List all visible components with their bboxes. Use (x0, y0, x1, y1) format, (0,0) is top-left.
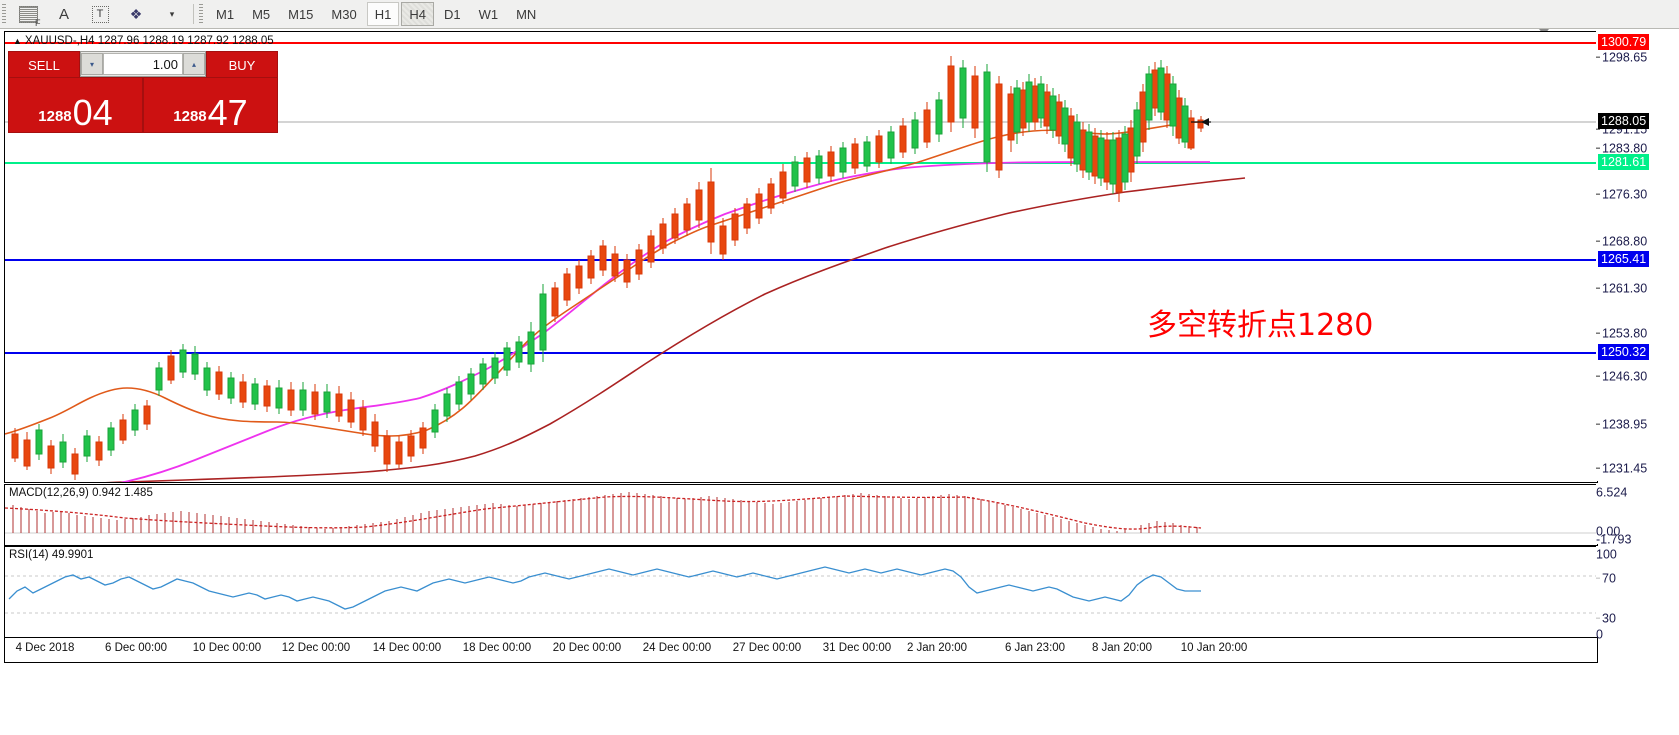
time-label: 10 Dec 00:00 (192, 642, 262, 654)
timeframe-m1[interactable]: M1 (216, 6, 235, 22)
candlestick-series (11, 56, 1204, 480)
rsi-chart-canvas[interactable] (5, 547, 1597, 637)
time-label: 4 Dec 2018 (15, 642, 75, 654)
text-label-icon[interactable]: A (58, 5, 69, 23)
toolbar-divider (193, 4, 194, 24)
price-tick: 1283.80 (1596, 141, 1647, 155)
timeframe-grip[interactable] (199, 4, 203, 24)
price-tick: 1268.80 (1596, 234, 1647, 248)
time-label: 20 Dec 00:00 (552, 642, 622, 654)
ma-mid-line (120, 161, 1210, 482)
rsi-tick: 0 (1596, 627, 1603, 642)
macd-scale[interactable]: 6.524 0.00 -1.793 (1596, 484, 1679, 547)
timeframe-h4[interactable]: H4 (401, 2, 434, 26)
price-label-1250: 1250.32 (1598, 344, 1650, 360)
price-tick: 1253.80 (1596, 326, 1647, 340)
objects-icon[interactable]: ❖ (129, 5, 143, 22)
price-scale-ticks: 1298.65 1291.15 1283.80 1276.30 1268.80 … (1596, 31, 1679, 481)
time-label: 8 Jan 20:00 (1091, 642, 1153, 654)
timeframe-m30[interactable]: M30 (331, 6, 357, 22)
timeframe-m15[interactable]: M15 (288, 6, 314, 22)
price-label-current: 1288.05 (1598, 113, 1650, 129)
time-label: 24 Dec 00:00 (642, 642, 712, 654)
time-label: 14 Dec 00:00 (372, 642, 442, 654)
macd-scale-ticks: 6.524 0.00 -1.793 (1596, 484, 1679, 547)
time-label: 2 Jan 20:00 (906, 642, 968, 654)
text-object-glyph: T (91, 5, 109, 23)
price-tick: 1231.45 (1596, 461, 1647, 475)
buy-price-prefix: 1288 (173, 108, 207, 125)
trade-panel-prices: 1288 04 1288 47 (8, 77, 278, 133)
chart-area: ▲ XAUUSD-,H4 1287.96 1288.19 1287.92 1288… (0, 29, 1679, 735)
timeframe-m5[interactable]: M5 (252, 6, 271, 22)
rsi-tick: 70 (1596, 571, 1616, 585)
volume-increase-button[interactable]: ▴ (183, 53, 205, 75)
symbol-header: ▲ XAUUSD-,H4 1287.96 1288.19 1287.92 1288… (13, 35, 274, 47)
price-tick: 1238.95 (1596, 417, 1647, 431)
symbol-collapse-icon[interactable]: ▲ (13, 36, 22, 46)
price-scale[interactable]: 1298.65 1291.15 1283.80 1276.30 1268.80 … (1596, 31, 1679, 481)
timeframe-w1[interactable]: W1 (478, 6, 499, 22)
rsi-tick: 30 (1596, 611, 1616, 625)
chart-annotation: 多空转折点1280 (1147, 308, 1374, 343)
time-label: 18 Dec 00:00 (462, 642, 532, 654)
time-label: 10 Jan 20:00 (1180, 642, 1248, 654)
macd-tick: 6.524 (1596, 485, 1628, 500)
price-tick: 1276.30 (1596, 187, 1647, 201)
volume-stepper[interactable]: ▾ 1.00 ▴ (80, 51, 206, 77)
timeframe-mn[interactable]: MN (516, 6, 537, 22)
rsi-scale[interactable]: 100 70 30 0 (1596, 546, 1679, 641)
price-tick: 1246.30 (1596, 369, 1647, 383)
macd-histogram (12, 492, 1198, 533)
time-axis-inner: 4 Dec 2018 6 Dec 00:00 10 Dec 00:00 12 D… (5, 638, 1597, 662)
text-object-icon[interactable]: T (83, 1, 117, 27)
rsi-pane[interactable]: RSI(14) 49.9901 (4, 546, 1598, 638)
volume-decrease-button[interactable]: ▾ (81, 53, 103, 75)
time-label: 27 Dec 00:00 (732, 642, 802, 654)
price-label-1281: 1281.61 (1598, 154, 1650, 170)
rsi-scale-ticks: 100 70 30 0 (1596, 546, 1679, 641)
sell-price-box[interactable]: 1288 04 (8, 77, 143, 133)
sell-price-pips: 04 (72, 92, 113, 133)
crosshair-template-icon[interactable]: F (11, 1, 45, 28)
macd-pane[interactable]: MACD(12,26,9) 0.942 1.485 (4, 484, 1598, 546)
timeframe-h1[interactable]: H1 (366, 2, 400, 26)
price-chart-canvas[interactable] (5, 32, 1597, 482)
time-label: 12 Dec 00:00 (281, 642, 351, 654)
objects-dropdown-icon[interactable]: ▾ (169, 8, 175, 19)
macd-tick: 0.00 (1596, 524, 1621, 539)
buy-price-box[interactable]: 1288 47 (143, 77, 278, 133)
ma-slow-line (103, 177, 1246, 482)
time-label: 31 Dec 00:00 (822, 642, 892, 654)
price-tick: 1261.30 (1596, 281, 1647, 295)
price-label-1300: 1300.79 (1598, 34, 1650, 50)
one-click-trading-panel[interactable]: SELL ▾ 1.00 ▴ BUY 1288 04 1288 (8, 51, 278, 133)
price-label-1265: 1265.41 (1598, 251, 1650, 267)
volume-input[interactable]: 1.00 (103, 53, 183, 75)
macd-tick: -1.793 (1596, 532, 1632, 547)
macd-signal-line (5, 495, 1202, 530)
rsi-line (8, 566, 1201, 610)
toolbar-grip[interactable] (2, 4, 6, 24)
sell-button[interactable]: SELL (8, 51, 80, 79)
toolbar: F A T ❖ ▾ M1 M5 M15 M30 H1 H4 D1 W1 MN (0, 0, 1679, 29)
buy-price-pips: 47 (207, 92, 248, 133)
timeframe-d1[interactable]: D1 (443, 6, 461, 22)
time-axis[interactable]: 4 Dec 2018 6 Dec 00:00 10 Dec 00:00 12 D… (4, 638, 1598, 663)
time-label: 6 Jan 23:00 (1004, 642, 1066, 654)
macd-label: MACD(12,26,9) 0.942 1.485 (9, 487, 153, 499)
sell-price-prefix: 1288 (38, 108, 72, 125)
price-tick: 1298.65 (1596, 50, 1647, 64)
time-label: 6 Dec 00:00 (104, 642, 168, 654)
current-price-marker (1191, 118, 1211, 126)
rsi-tick: 100 (1596, 547, 1617, 562)
buy-button[interactable]: BUY (206, 51, 278, 79)
macd-chart-canvas[interactable] (5, 485, 1597, 545)
trade-panel-top: SELL ▾ 1.00 ▴ BUY (8, 51, 278, 79)
ma-fast-line (5, 121, 1202, 437)
symbol-header-text: XAUUSD-,H4 1287.96 1288.19 1287.92 1288.… (24, 35, 274, 47)
rsi-label: RSI(14) 49.9901 (9, 549, 94, 561)
